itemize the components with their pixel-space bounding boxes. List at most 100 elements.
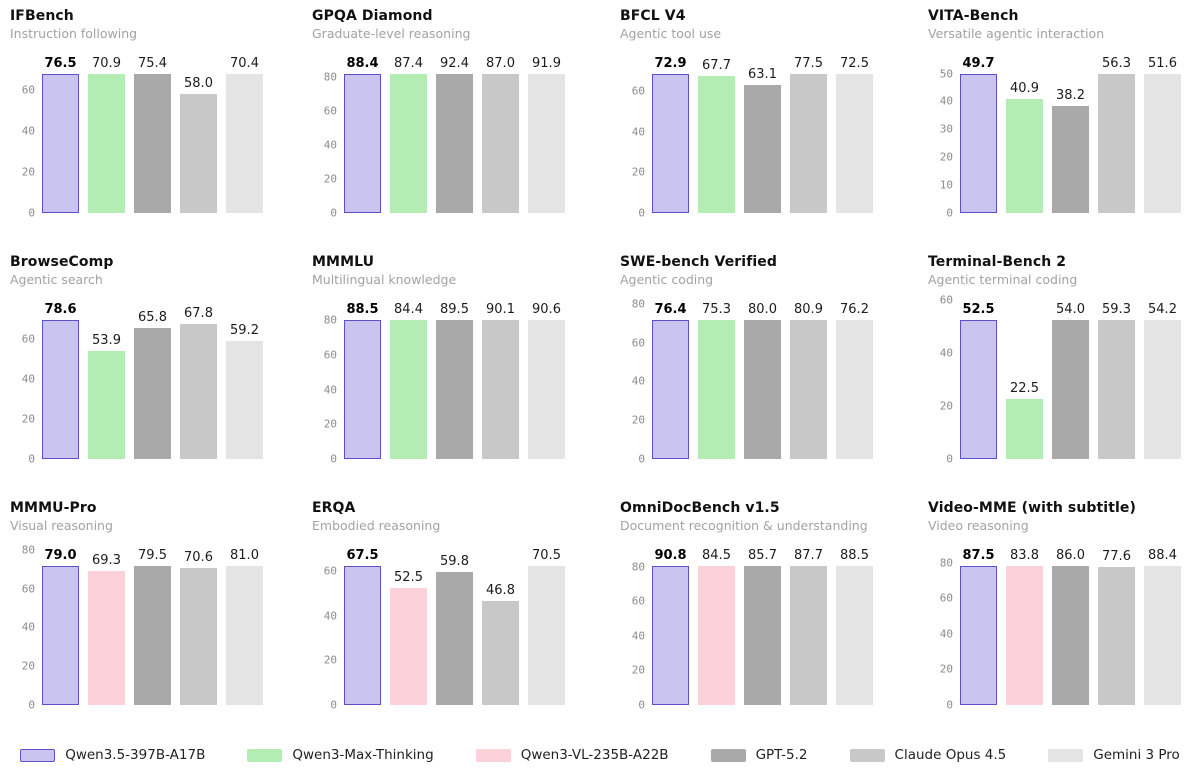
bar-group-Qwen3.5-397B-A17B: 49.7	[960, 56, 997, 213]
legend-swatch	[710, 748, 746, 762]
bar-Gemini 3 Pro	[1144, 566, 1181, 705]
bar-Qwen3.5-397B-A17B	[960, 566, 997, 705]
bar-value-label: 70.5	[532, 548, 561, 563]
bar-Qwen3-VL-235B-A22B	[1006, 566, 1043, 705]
bar-group-Qwen3-Max-Thinking: 75.3	[698, 302, 735, 459]
y-tick-label: 40	[631, 374, 645, 388]
chart-subtitle: Agentic search	[10, 272, 103, 287]
bar-group-Qwen3-Max-Thinking: 87.4	[390, 56, 427, 213]
bar-value-label: 84.4	[394, 302, 423, 317]
bar-Qwen3-Max-Thinking	[698, 320, 735, 459]
bar-group-Gemini 3 Pro: 70.4	[226, 56, 263, 213]
y-tick-label: 20	[323, 653, 337, 667]
bar-group-Claude Opus 4.5: 58.0	[180, 56, 217, 213]
chart-cell: Terminal-Bench 2 Agentic terminal coding 0…	[918, 246, 1200, 492]
bar-group-GPT-5.2: 85.7	[744, 548, 781, 705]
bar-GPT-5.2	[134, 327, 171, 459]
bar-Gemini 3 Pro	[1144, 74, 1181, 213]
bar-Qwen3.5-397B-A17B	[344, 566, 381, 705]
bar-value-label: 52.5	[962, 302, 995, 318]
bar-group-Gemini 3 Pro: 90.6	[528, 302, 565, 459]
bar-Gemini 3 Pro	[226, 340, 263, 459]
bar-group-Qwen3.5-397B-A17B: 88.5	[344, 302, 381, 459]
y-axis: 0 20 40 60 80	[10, 544, 42, 710]
bar-group-GPT-5.2: 80.0	[744, 302, 781, 459]
legend-label: Gemini 3 Pro	[1093, 747, 1180, 763]
bar-group-GPT-5.2: 65.8	[134, 302, 171, 459]
bar-group-Qwen3.5-397B-A17B: 90.8	[652, 548, 689, 705]
bar-Qwen3-Max-Thinking	[88, 74, 125, 213]
bar-value-label: 70.4	[230, 56, 259, 71]
y-tick-label: 20	[631, 413, 645, 427]
chart-title: MMMLU	[312, 254, 375, 270]
y-tick-label: 0	[638, 452, 645, 466]
bar-value-label: 67.7	[702, 57, 731, 73]
chart-cell: Video-MME (with subtitle) Video reasoning…	[918, 492, 1200, 738]
bar-Qwen3.5-397B-A17B	[652, 74, 689, 213]
y-tick-label: 50	[939, 67, 953, 81]
bar-group-Qwen3.5-397B-A17B: 52.5	[960, 302, 997, 459]
chart-title: BrowseComp	[10, 254, 114, 270]
bar-Claude Opus 4.5	[1098, 74, 1135, 213]
bar-value-label: 86.0	[1056, 548, 1085, 563]
bar-group-GPT-5.2: 86.0	[1052, 548, 1089, 705]
bar-group-Claude Opus 4.5: 80.9	[790, 302, 827, 459]
bar-group-GPT-5.2: 63.1	[744, 56, 781, 213]
bar-group-GPT-5.2: 79.5	[134, 548, 171, 705]
y-tick-label: 60	[21, 83, 35, 97]
bar-value-label: 72.5	[840, 56, 869, 71]
bar-value-label: 90.8	[654, 548, 687, 563]
bar-group-Gemini 3 Pro: 59.2	[226, 302, 263, 459]
bar-Qwen3.5-397B-A17B	[652, 320, 689, 459]
bar-value-label: 70.6	[184, 550, 213, 566]
bar-Claude Opus 4.5	[180, 93, 217, 213]
bar-Qwen3.5-397B-A17B	[42, 566, 79, 705]
bar-group-Gemini 3 Pro: 72.5	[836, 56, 873, 213]
bars-group: 78.6 53.9 65.8 67.8 59.2	[42, 302, 263, 459]
plot-area: 0 20 40 60 76.5 70.9 75.4 58.0 70.4	[10, 56, 302, 219]
bar-group-GPT-5.2: 54.0	[1052, 302, 1089, 459]
bar-Gemini 3 Pro	[528, 566, 565, 705]
legend-item: Qwen3.5-397B-A17B	[20, 747, 205, 763]
bar-Gemini 3 Pro	[528, 320, 565, 459]
y-tick-label: 40	[323, 138, 337, 152]
bar-group-Qwen3.5-397B-A17B: 88.4	[344, 56, 381, 213]
bar-value-label: 65.8	[138, 309, 167, 325]
bar-value-label: 87.7	[794, 548, 823, 563]
bars-group: 76.4 75.3 80.0 80.9 76.2	[652, 302, 873, 459]
bar-Gemini 3 Pro	[836, 320, 873, 459]
y-tick-label: 0	[28, 698, 35, 712]
legend-label: Claude Opus 4.5	[894, 747, 1007, 763]
chart-title: MMMU-Pro	[10, 500, 97, 516]
bar-group-Claude Opus 4.5: 77.6	[1098, 548, 1135, 705]
y-tick-label: 80	[939, 556, 953, 570]
bar-group-Gemini 3 Pro: 88.4	[1144, 548, 1181, 705]
bar-value-label: 88.4	[346, 56, 379, 71]
bar-Claude Opus 4.5	[790, 566, 827, 705]
bar-group-Claude Opus 4.5: 90.1	[482, 302, 519, 459]
bar-value-label: 88.5	[346, 302, 379, 317]
bar-value-label: 67.5	[346, 548, 379, 563]
chart-title: Video-MME (with subtitle)	[928, 500, 1136, 516]
chart-title: OmniDocBench v1.5	[620, 500, 780, 516]
y-tick-label: 0	[330, 206, 337, 220]
bar-value-label: 58.0	[184, 75, 213, 91]
plot-area: 0 20 40 60 72.9 67.7 63.1 77.5 72.5	[620, 56, 918, 219]
bar-value-label: 79.0	[44, 548, 77, 563]
bar-Qwen3.5-397B-A17B	[344, 74, 381, 213]
bar-Claude Opus 4.5	[790, 320, 827, 459]
plot-area: 0 20 40 60 80 88.5 84.4 89.5 90.1 90.6	[312, 302, 610, 465]
bar-group-Qwen3.5-397B-A17B: 76.4	[652, 302, 689, 459]
y-tick-label: 40	[323, 383, 337, 397]
bar-value-label: 81.0	[230, 548, 259, 563]
y-tick-label: 0	[946, 206, 953, 220]
plot-area: 0 20 40 60 80 87.5 83.8 86.0 77.6 88.4	[928, 548, 1200, 711]
y-tick-label: 0	[638, 206, 645, 220]
chart-subtitle: Document recognition & understanding	[620, 518, 868, 533]
bar-group-Qwen3.5-397B-A17B: 67.5	[344, 548, 381, 705]
bars-group: 72.9 67.7 63.1 77.5 72.5	[652, 56, 873, 213]
bar-group-Gemini 3 Pro: 88.5	[836, 548, 873, 705]
y-tick-label: 40	[939, 627, 953, 641]
bar-Qwen3.5-397B-A17B	[42, 320, 79, 459]
bar-group-Qwen3.5-397B-A17B: 72.9	[652, 56, 689, 213]
